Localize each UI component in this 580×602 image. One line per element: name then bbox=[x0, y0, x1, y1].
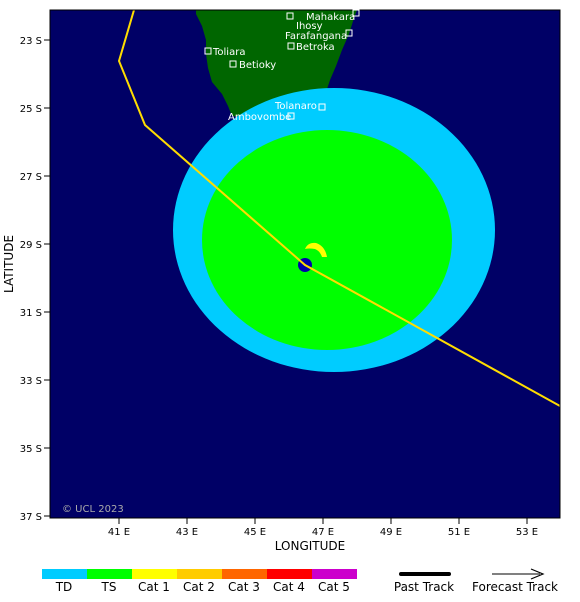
place-label-mahakara: Mahakara bbox=[306, 12, 355, 23]
place-label-tolanaro: Tolanaro bbox=[274, 101, 317, 112]
city-markers bbox=[204, 9, 360, 120]
y-axis-title: LATITUDE bbox=[2, 235, 16, 293]
legend-label-cat2: Cat 2 bbox=[183, 580, 215, 594]
lat-tick-label: 31 S bbox=[20, 308, 42, 319]
lon-tick-label: 51 E bbox=[448, 527, 470, 538]
legend-label-cat4: Cat 4 bbox=[273, 580, 305, 594]
lat-tick-label: 33 S bbox=[20, 376, 42, 387]
forecast-track-label: Forecast Track bbox=[472, 580, 558, 594]
lon-tick-label: 49 E bbox=[380, 527, 402, 538]
cat1-wind-field bbox=[305, 242, 327, 257]
place-label-betioky: Betioky bbox=[239, 60, 276, 71]
lon-tick-marks bbox=[118, 518, 528, 524]
legend-swatch-cat2 bbox=[177, 569, 222, 579]
legend-swatch-cat5 bbox=[312, 569, 357, 579]
lat-tick-label: 37 S bbox=[20, 512, 42, 523]
lon-tick-label: 43 E bbox=[176, 527, 198, 538]
place-label-farafangana: Farafangana bbox=[285, 31, 347, 42]
legend-label-cat5: Cat 5 bbox=[318, 580, 350, 594]
ts-wind-field bbox=[202, 130, 452, 350]
legend-label-cat1: Cat 1 bbox=[138, 580, 170, 594]
past-track-label: Past Track bbox=[394, 580, 454, 594]
lon-tick-label: 53 E bbox=[516, 527, 538, 538]
legend-color-bar bbox=[42, 569, 357, 579]
place-label-toliara: Toliara bbox=[212, 47, 245, 58]
lat-tick-label: 35 S bbox=[20, 444, 42, 455]
lon-tick-label: 45 E bbox=[244, 527, 266, 538]
legend-swatch-cat1 bbox=[132, 569, 177, 579]
x-axis-title: LONGITUDE bbox=[275, 539, 345, 553]
forecast-arrow-icon bbox=[530, 568, 545, 580]
lat-tick-marks bbox=[44, 39, 50, 517]
map-frame bbox=[49, 9, 561, 519]
lat-tick-label: 23 S bbox=[20, 36, 42, 47]
lat-tick-label: 25 S bbox=[20, 104, 42, 115]
legend-swatch-td bbox=[42, 569, 87, 579]
place-label-ambovombe: Ambovombe bbox=[228, 112, 291, 123]
legend-swatch-cat3 bbox=[222, 569, 267, 579]
copyright-text: © UCL 2023 bbox=[62, 504, 124, 515]
legend-label-cat3: Cat 3 bbox=[228, 580, 260, 594]
legend-swatch-ts bbox=[87, 569, 132, 579]
place-label-betroka: Betroka bbox=[296, 42, 335, 53]
lat-tick-label: 27 S bbox=[20, 172, 42, 183]
legend-label-td: TD bbox=[55, 580, 73, 594]
forecast-track-line bbox=[117, 10, 560, 407]
legend-label-ts: TS bbox=[101, 580, 117, 594]
lat-tick-label: 29 S bbox=[20, 240, 42, 251]
place-label-ihosy: Ihosy bbox=[296, 21, 323, 32]
legend-swatch-cat4 bbox=[267, 569, 312, 579]
lon-tick-label: 47 E bbox=[312, 527, 334, 538]
lon-tick-label: 41 E bbox=[108, 527, 130, 538]
